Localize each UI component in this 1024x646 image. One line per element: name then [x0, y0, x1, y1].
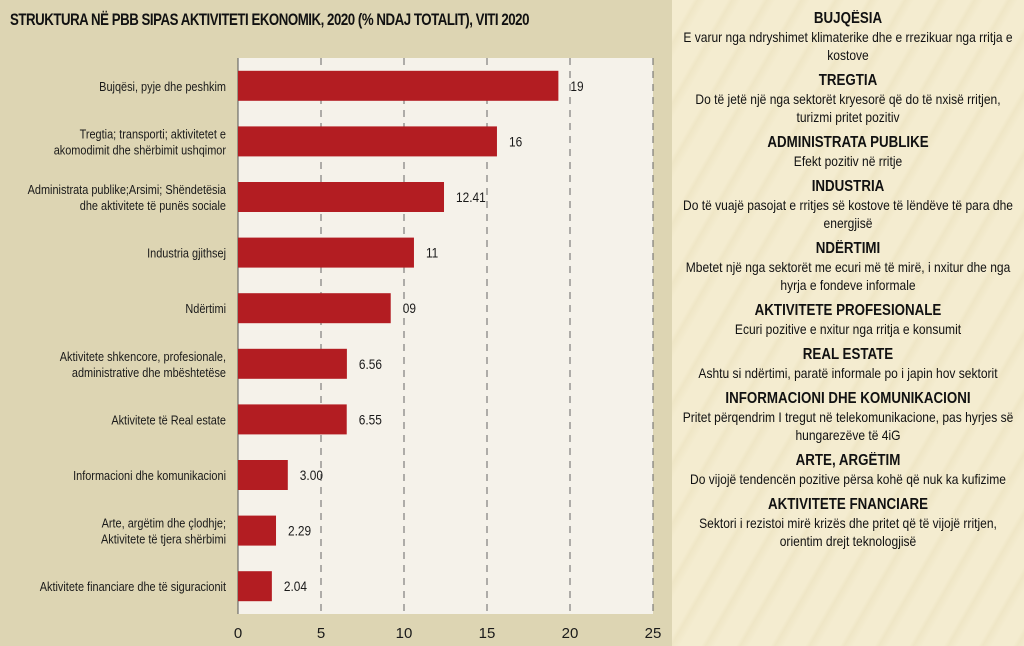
sector-note-text: Pritet përqendrim I tregut në telekomuni…: [682, 409, 1014, 443]
sector-note-text: E varur nga ndryshimet klimaterike dhe e…: [683, 29, 1013, 63]
value-labels: 19 16 12.41 11 09 6.56 6.55 3.00 2.29 2.04: [284, 78, 584, 595]
sector-note: NDËRTIMI Mbetet një nga sektorët me ecuri…: [678, 240, 1018, 294]
category-label: Industria gjithsej: [147, 246, 226, 261]
category-labels: Bujqësi, pyje dhe peshkim Tregtia; transp…: [28, 79, 227, 595]
sector-note-heading: INDUSTRIA: [811, 178, 885, 195]
value-label: 6.56: [359, 356, 382, 372]
category-label: Informacioni dhe komunikacioni: [73, 468, 226, 483]
sector-note-text: Ecuri pozitive e nxitur nga rritja e kon…: [734, 321, 962, 337]
sector-note: INFORMACIONI DHE KOMUNIKACIONI Pritet për…: [678, 390, 1018, 444]
bar: [238, 182, 445, 212]
category-label: Administrata publike;Arsimi; Shëndetësia: [28, 182, 227, 197]
value-label: 09: [403, 300, 416, 316]
value-label: 3.00: [300, 467, 323, 483]
category-label: Bujqësi, pyje dhe peshkim: [99, 79, 226, 94]
sector-note-heading: INFORMACIONI DHE KOMUNIKACIONI: [725, 390, 971, 407]
x-tick-label: 10: [396, 625, 413, 642]
sector-note-text: Ashtu si ndërtimi, paratë informale po i…: [698, 365, 998, 381]
x-tick-label: 25: [645, 625, 662, 642]
category-label: Arte, argëtim dhe çlodhje;: [102, 516, 226, 531]
bar-chart: Bujqësi, pyje dhe peshkim Tregtia; transp…: [28, 58, 662, 642]
value-label: 12.41: [456, 189, 486, 205]
x-tick-label: 0: [234, 625, 242, 642]
x-axis-ticks: 0 5 10 15 20 25: [234, 625, 662, 642]
bar: [238, 126, 497, 157]
category-label: Aktivitete të tjera shërbimi: [101, 532, 226, 547]
category-label: Aktivitete shkencore, profesionale,: [60, 349, 226, 364]
sector-note-heading: ARTE, ARGËTIM: [795, 452, 901, 469]
sector-note-text: Do vijojë tendencën pozitive përsa kohë …: [690, 471, 1006, 487]
sector-note-heading: NDËRTIMI: [815, 240, 881, 257]
bar: [238, 460, 288, 490]
x-tick-label: 20: [562, 625, 579, 642]
sector-note: BUJQËSIA E varur nga ndryshimet klimateri…: [678, 10, 1018, 64]
sector-note: REAL ESTATE Ashtu si ndërtimi, paratë inf…: [678, 346, 1018, 382]
category-label: Aktivitete financiare dhe të siguracioni…: [40, 579, 227, 594]
bar: [238, 571, 272, 602]
category-label: Aktivitete të Real estate: [111, 412, 226, 427]
value-label: 16: [509, 133, 522, 149]
value-label: 11: [426, 245, 438, 261]
bar: [238, 515, 277, 546]
x-tick-label: 15: [479, 625, 496, 642]
sector-note-text: Efekt pozitiv në rritje: [793, 153, 903, 169]
category-label: administrative dhe mbështetëse: [72, 365, 226, 380]
chart-panel: Bujqësi, pyje dhe peshkim Tregtia; transp…: [10, 10, 662, 642]
category-label: Tregtia; transporti; aktivitetet e: [80, 126, 227, 141]
bar: [238, 70, 559, 101]
sector-note-heading: AKTIVITETE PROFESIONALE: [754, 302, 942, 319]
bar: [238, 293, 391, 324]
sector-note: AKTIVITETE PROFESIONALE Ecuri pozitive e …: [678, 302, 1018, 338]
sector-note-text: Sektori i rezistoi mirë krizës dhe prite…: [699, 515, 997, 549]
category-label: dhe aktivitete të punës sociale: [80, 198, 227, 213]
chart-title: STRUKTURA NË PBB SIPAS AKTIVITETI EKONOM…: [10, 10, 529, 29]
bar: [238, 237, 414, 268]
value-label: 2.29: [288, 523, 311, 539]
category-label: Ndërtimi: [185, 301, 226, 316]
bars: [238, 70, 559, 602]
sector-note: ARTE, ARGËTIM Do vijojë tendencën pozitiv…: [678, 452, 1018, 488]
value-label: 6.55: [359, 411, 382, 427]
sector-note-text: Mbetet një nga sektorët me ecuri më të m…: [685, 259, 1011, 293]
sector-note-heading: BUJQËSIA: [813, 10, 883, 27]
sector-note: ADMINISTRATA PUBLIKE Efekt pozitiv në rri…: [678, 134, 1018, 170]
sector-notes-panel: BUJQËSIA E varur nga ndryshimet klimateri…: [672, 0, 1024, 646]
x-tick-label: 5: [317, 625, 325, 642]
value-label: 19: [570, 78, 583, 94]
sector-note-text: Do të vuajë pasojat e rritjes së kostove…: [683, 197, 1013, 231]
category-label: akomodimit dhe shërbimit ushqimor: [54, 142, 226, 157]
sector-note-heading: REAL ESTATE: [802, 346, 894, 363]
sector-note: AKTIVITETE FNANCIARE Sektori i rezistoi m…: [678, 496, 1018, 550]
sector-note-heading: ADMINISTRATA PUBLIKE: [767, 134, 929, 151]
sector-note-text: Do të jetë një nga sektorët kryesorë që …: [695, 91, 1001, 125]
bar: [238, 348, 347, 379]
sector-note-heading: TREGTIA: [818, 72, 878, 89]
bar: [238, 404, 347, 435]
sector-note: TREGTIA Do të jetë një nga sektorët kryes…: [678, 72, 1018, 126]
sector-note-heading: AKTIVITETE FNANCIARE: [768, 496, 928, 513]
value-label: 2.04: [284, 578, 307, 594]
sector-note: INDUSTRIA Do të vuajë pasojat e rritjes s…: [678, 178, 1018, 232]
